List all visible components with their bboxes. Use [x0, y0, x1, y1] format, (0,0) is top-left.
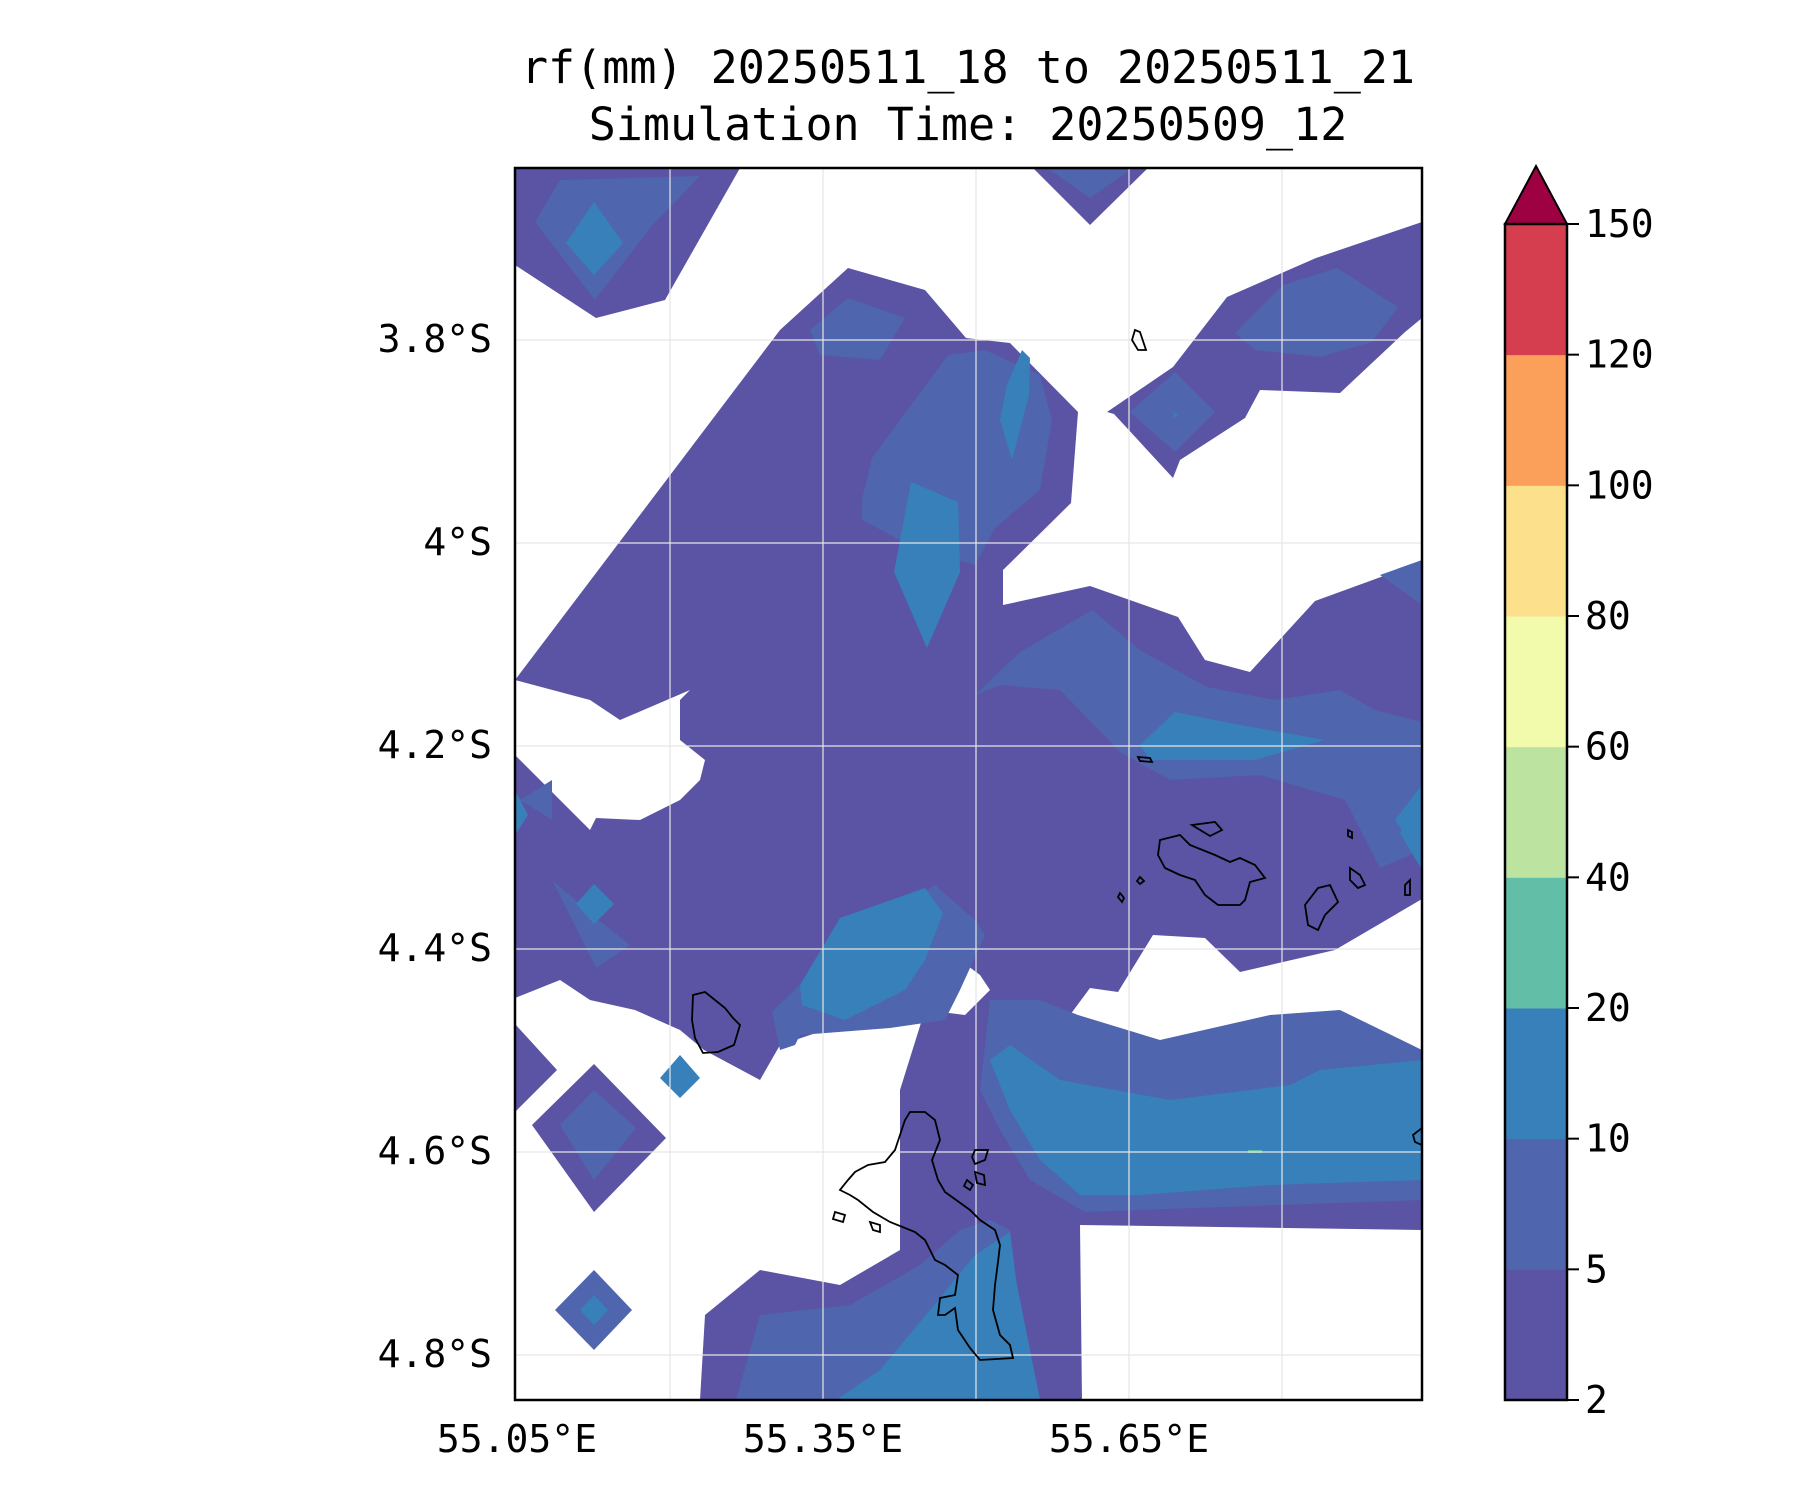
colorbar-segment	[1505, 354, 1567, 486]
colorbar-tick-label: 150	[1585, 202, 1654, 246]
lat-tick-label: 4.4°S	[378, 926, 492, 970]
coastlines	[691, 328, 1422, 1361]
colorbar-tick-label: 2	[1585, 1378, 1608, 1422]
colorbar-segment	[1505, 877, 1567, 1009]
colorbar-segment	[1505, 1138, 1567, 1270]
lat-tick-labels: 3.8°S 4°S 4.2°S 4.4°S 4.6°S 4.8°S	[378, 317, 492, 1376]
coastline-st-anne	[971, 1149, 990, 1166]
coastline-conception	[868, 1220, 881, 1234]
coastline-felicite	[1349, 866, 1367, 890]
colorbar-segment	[1505, 1269, 1567, 1401]
lon-tick-label: 55.35°E	[743, 1417, 903, 1461]
map-frame	[513, 166, 1424, 1402]
coastline-small-islet-c	[1116, 891, 1126, 904]
lon-tick-label: 55.05°E	[437, 1417, 597, 1461]
coastline-mahe	[838, 1111, 1015, 1361]
coastline-la-digue	[1304, 883, 1340, 932]
coastline-moyenne	[962, 1178, 975, 1192]
coastline-therese	[831, 1210, 847, 1224]
colorbar-extend-arrow	[1503, 163, 1569, 225]
lat-tick-label: 3.8°S	[378, 317, 492, 361]
lon-tick-labels: 55.05°E 55.35°E 55.65°E	[437, 1417, 1209, 1461]
coastline-east-islet	[1411, 1126, 1422, 1146]
coastline-silhouette	[691, 991, 742, 1054]
title-line-2: Simulation Time: 20250509_12	[589, 98, 1348, 151]
colorbar-segment	[1505, 746, 1567, 878]
colorbar-tick-label: 20	[1585, 986, 1631, 1030]
colorbar-tick-label: 100	[1585, 463, 1654, 507]
lon-tick-label: 55.65°E	[1049, 1417, 1209, 1461]
colorbar-tick-label: 10	[1585, 1117, 1631, 1161]
coastline-small-islet-a	[1347, 828, 1353, 840]
coastline-praslin	[1157, 834, 1267, 906]
colorbar-segment	[1505, 616, 1567, 748]
coastline-marianne	[1404, 877, 1411, 896]
coastline-small-islet-b	[1135, 875, 1146, 886]
colorbar-tick-label: 5	[1585, 1247, 1608, 1291]
gridlines	[515, 168, 1422, 1400]
map-panel: 3.8°S 4°S 4.2°S 4.4°S 4.6°S 4.8°S 55.05°…	[378, 166, 1424, 1461]
lat-tick-label: 4.8°S	[378, 1332, 492, 1376]
lat-tick-label: 4.6°S	[378, 1129, 492, 1173]
colorbar-tick-label: 80	[1585, 594, 1631, 638]
coastline-curieuse	[1189, 821, 1224, 838]
coastline-aride	[1136, 755, 1154, 764]
colorbar-tick-label: 120	[1585, 333, 1654, 377]
lat-tick-label: 4°S	[423, 520, 492, 564]
colorbar-tick-label: 60	[1585, 725, 1631, 769]
contour-10-20	[515, 202, 1422, 1400]
coastline-north-island	[1131, 328, 1148, 351]
colorbar-frame	[1503, 222, 1569, 1402]
colorbar: 2 5 10 20 40 60 80 100 120 150	[1503, 163, 1654, 1422]
colorbar-segment	[1505, 224, 1567, 356]
colorbar-tick-label: 40	[1585, 855, 1631, 899]
coastline-cerf	[973, 1170, 987, 1187]
colorbar-segment	[1505, 1008, 1567, 1140]
title-line-1: rf(mm) 20250511_18 to 20250511_21	[521, 41, 1415, 94]
colorbar-segment	[1505, 485, 1567, 617]
lat-tick-label: 4.2°S	[378, 723, 492, 767]
